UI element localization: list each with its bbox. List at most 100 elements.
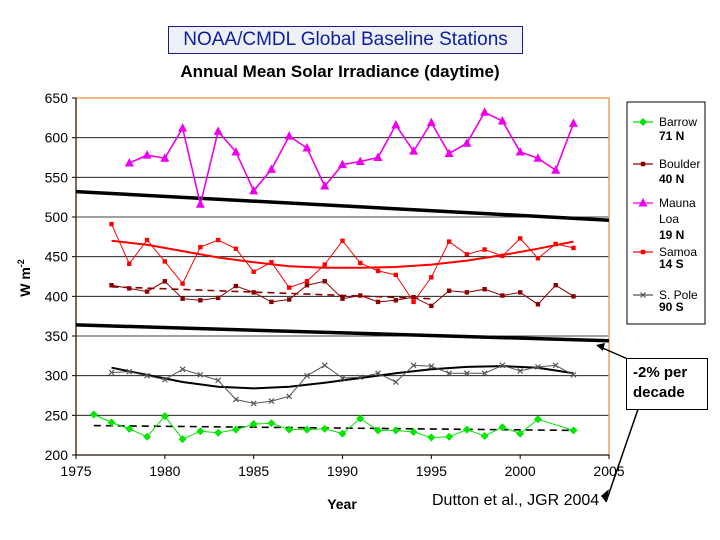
data-point-0-9 (249, 420, 258, 429)
data-point-3-18 (429, 275, 434, 280)
citation: Dutton et al., JGR 2004 (432, 492, 600, 509)
data-point-4-9 (268, 398, 275, 404)
data-point-3-7 (233, 246, 239, 251)
data-point-3-5 (198, 244, 203, 250)
series-layer (89, 107, 578, 444)
series-line-2 (128, 111, 575, 205)
data-point-0-21 (462, 425, 471, 434)
data-point-4-17 (410, 362, 417, 369)
data-point-3-8 (251, 269, 256, 274)
legend-latitude-4: 90 S (659, 300, 684, 314)
x-axis-label: Year (327, 496, 357, 512)
trend-line-1 (111, 286, 432, 300)
data-point-2-14 (373, 152, 383, 161)
data-point-1-8 (251, 290, 256, 295)
data-point-4-15 (375, 370, 381, 377)
y-tick-label-200: 200 (45, 447, 69, 463)
data-point-1-10 (287, 297, 292, 302)
y-tick-label-250: 250 (45, 407, 69, 423)
data-point-4-5 (197, 371, 204, 378)
data-point-3-16 (393, 272, 398, 278)
legend-latitude-2: 19 N (659, 228, 684, 242)
series-line-3 (111, 223, 574, 303)
data-point-0-8 (231, 425, 240, 434)
data-point-0-0 (89, 410, 98, 419)
data-point-1-21 (482, 286, 487, 292)
data-point-4-18 (428, 363, 435, 370)
data-point-0-3 (143, 432, 152, 441)
data-point-3-11 (304, 279, 310, 284)
data-point-0-4 (160, 412, 169, 421)
data-point-2-18 (444, 148, 454, 158)
data-point-1-7 (233, 283, 239, 289)
data-point-2-2 (160, 153, 170, 162)
data-point-2-20 (480, 107, 490, 116)
legend-label-0: Barrow (659, 115, 697, 129)
data-point-0-12 (302, 425, 311, 434)
data-point-2-3 (178, 123, 188, 132)
data-point-1-4 (180, 296, 185, 301)
data-point-3-14 (358, 260, 363, 266)
data-point-3-9 (269, 260, 274, 265)
trend-layer (93, 239, 574, 432)
data-point-0-20 (445, 432, 454, 441)
legend-swatch-marker-1 (640, 161, 646, 167)
legend-swatch-marker-2 (638, 198, 648, 207)
data-point-0-5 (178, 435, 187, 444)
data-point-4-13 (339, 375, 346, 381)
y-tick-label-500: 500 (45, 209, 69, 225)
data-point-1-11 (304, 283, 310, 288)
data-point-2-0 (124, 158, 134, 167)
data-point-0-24 (516, 429, 525, 438)
data-point-0-15 (356, 414, 365, 423)
data-point-0-26 (569, 426, 578, 435)
data-point-2-10 (302, 142, 312, 152)
data-point-3-2 (144, 237, 150, 243)
legend-swatch-marker-4 (640, 292, 646, 298)
data-point-4-12 (321, 362, 328, 369)
data-point-2-19 (462, 138, 472, 147)
data-point-1-16 (393, 298, 398, 303)
x-tick-label-2005: 2005 (593, 463, 624, 479)
x-tick-label-1995: 1995 (416, 463, 447, 479)
x-tick-label-1990: 1990 (327, 463, 358, 479)
data-point-2-12 (338, 159, 347, 169)
y-axis-label: W m-2 (16, 259, 33, 297)
y-tick-label-650: 650 (45, 90, 69, 106)
data-point-1-13 (340, 296, 345, 301)
data-point-1-20 (464, 290, 470, 295)
data-point-1-5 (198, 298, 203, 303)
data-point-4-3 (161, 376, 168, 383)
data-point-4-21 (481, 370, 488, 377)
data-point-1-1 (127, 286, 132, 291)
callout-line1: -2% per (633, 364, 688, 381)
reference-line-layer (75, 189, 610, 343)
data-point-1-26 (571, 294, 576, 299)
data-point-2-21 (497, 116, 507, 125)
data-point-4-7 (232, 396, 239, 403)
data-point-1-23 (517, 290, 523, 295)
data-point-0-1 (107, 418, 116, 427)
data-point-3-0 (109, 221, 114, 227)
trend-line-3 (111, 239, 574, 269)
legend-latitude-3: 14 S (659, 257, 684, 271)
data-point-3-24 (535, 256, 541, 261)
data-point-4-23 (517, 367, 524, 374)
x-tick-label-1980: 1980 (149, 463, 180, 479)
data-point-4-26 (570, 371, 577, 378)
y-tick-label-550: 550 (45, 169, 69, 185)
legend-label-1: Boulder (659, 157, 700, 171)
data-point-1-24 (535, 302, 541, 307)
data-point-2-1 (142, 150, 152, 159)
data-point-2-16 (409, 146, 419, 155)
x-tick-label-1985: 1985 (238, 463, 269, 479)
callout-line2: decade (633, 384, 685, 401)
data-point-0-2 (125, 424, 134, 433)
data-point-1-17 (411, 294, 416, 300)
plot-frame (75, 97, 610, 456)
y-tick-label-350: 350 (45, 328, 69, 344)
svg-text:W m-2: W m-2 (16, 259, 33, 297)
y-axis-label-text: W m (17, 267, 33, 297)
data-point-3-1 (127, 261, 132, 267)
data-point-4-22 (499, 362, 506, 369)
